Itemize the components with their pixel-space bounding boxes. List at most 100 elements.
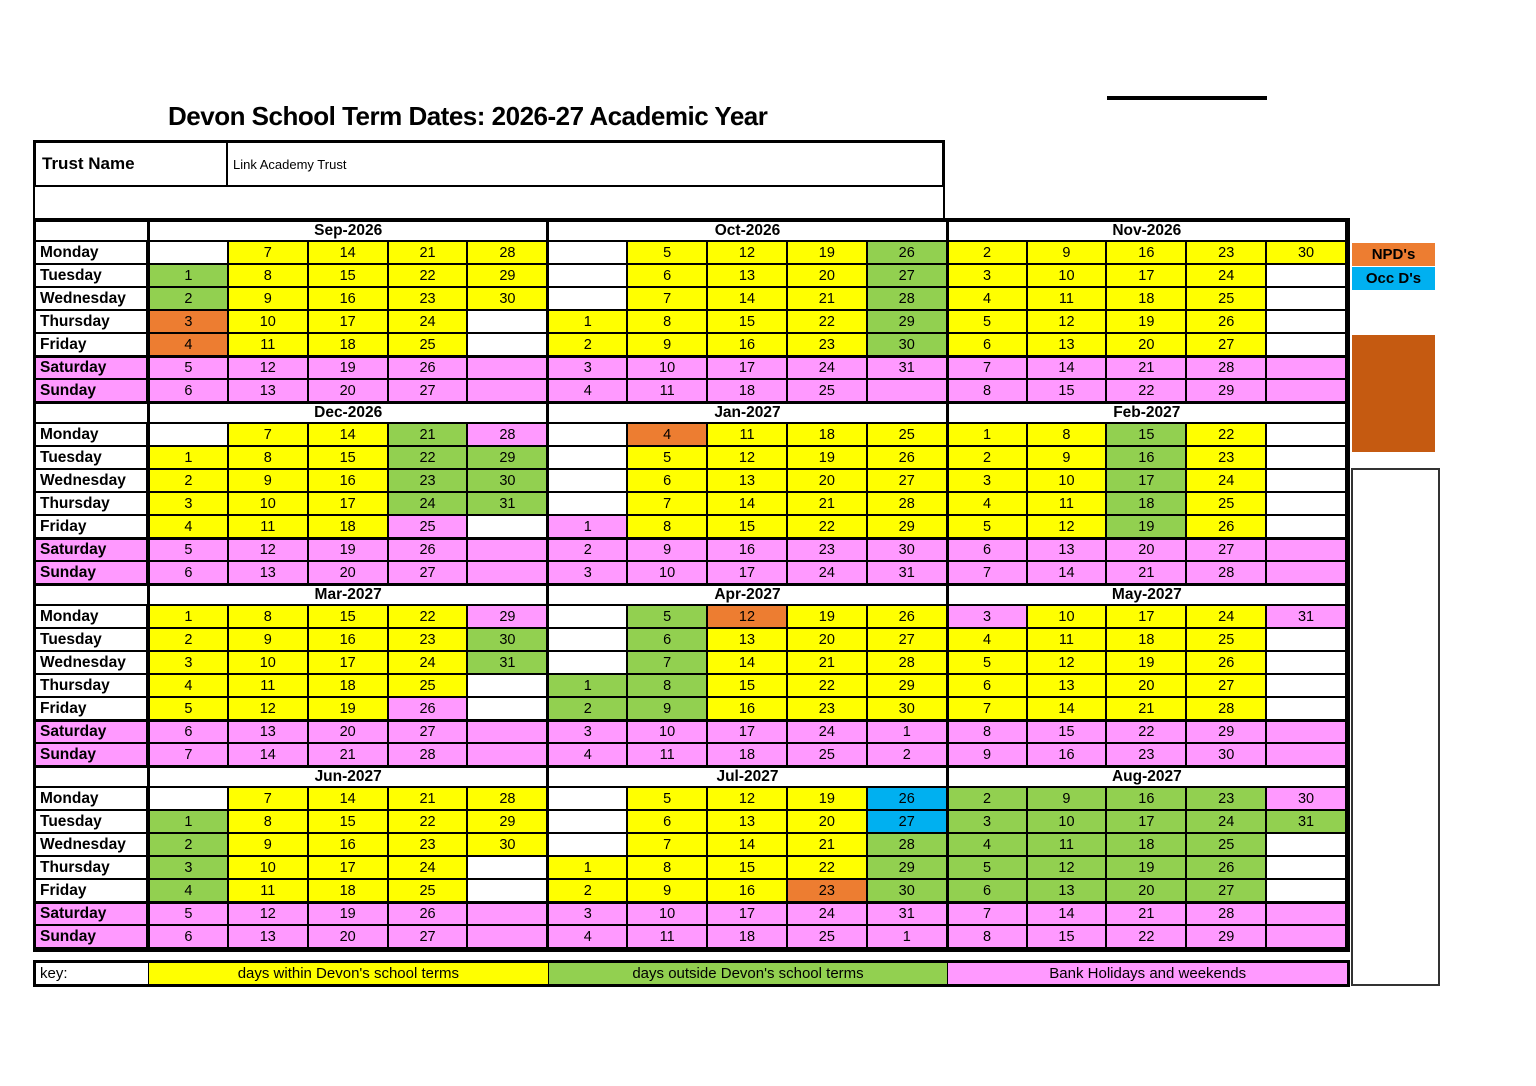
date-cell[interactable]: 12 xyxy=(228,903,309,926)
date-cell[interactable]: 24 xyxy=(787,903,868,926)
date-cell[interactable]: 5 xyxy=(947,857,1028,880)
date-cell[interactable] xyxy=(1267,675,1347,698)
date-cell[interactable]: 28 xyxy=(388,744,469,767)
date-cell[interactable]: 10 xyxy=(1027,265,1108,288)
date-cell[interactable]: 6 xyxy=(628,265,709,288)
date-cell[interactable]: 24 xyxy=(787,357,868,380)
date-cell[interactable]: 18 xyxy=(1107,288,1188,311)
date-cell[interactable]: 25 xyxy=(388,334,469,357)
date-cell[interactable]: 20 xyxy=(1107,880,1188,903)
date-cell[interactable] xyxy=(468,334,549,357)
date-cell[interactable]: 13 xyxy=(1027,539,1108,562)
date-cell[interactable] xyxy=(548,788,629,811)
date-cell[interactable]: 29 xyxy=(1187,926,1268,949)
date-cell[interactable]: 24 xyxy=(388,493,469,516)
date-cell[interactable]: 23 xyxy=(388,470,469,493)
date-cell[interactable]: 21 xyxy=(787,834,868,857)
date-cell[interactable]: 4 xyxy=(947,288,1028,311)
date-cell[interactable]: 5 xyxy=(149,698,229,721)
date-cell[interactable]: 26 xyxy=(1187,857,1268,880)
date-cell[interactable]: 12 xyxy=(708,447,788,470)
date-cell[interactable]: 1 xyxy=(149,447,229,470)
date-cell[interactable]: 4 xyxy=(149,675,229,698)
date-cell[interactable]: 28 xyxy=(867,834,948,857)
date-cell[interactable]: 14 xyxy=(1027,698,1108,721)
date-cell[interactable]: 31 xyxy=(468,652,549,675)
date-cell[interactable]: 22 xyxy=(388,606,469,629)
date-cell[interactable]: 25 xyxy=(388,516,469,539)
date-cell[interactable]: 13 xyxy=(708,470,788,493)
date-cell[interactable]: 13 xyxy=(228,380,309,403)
date-cell[interactable]: 6 xyxy=(149,721,229,744)
date-cell[interactable]: 8 xyxy=(628,311,709,334)
date-cell[interactable]: 21 xyxy=(787,288,868,311)
date-cell[interactable]: 23 xyxy=(388,288,469,311)
date-cell[interactable]: 6 xyxy=(628,629,709,652)
date-cell[interactable]: 20 xyxy=(787,811,868,834)
date-cell[interactable]: 20 xyxy=(308,721,389,744)
date-cell[interactable]: 22 xyxy=(787,675,868,698)
date-cell[interactable]: 31 xyxy=(1267,606,1347,629)
date-cell[interactable]: 24 xyxy=(787,721,868,744)
date-cell[interactable]: 30 xyxy=(867,334,948,357)
date-cell[interactable]: 10 xyxy=(228,311,309,334)
date-cell[interactable]: 21 xyxy=(787,652,868,675)
date-cell[interactable]: 15 xyxy=(1027,926,1108,949)
date-cell[interactable]: 15 xyxy=(708,311,788,334)
date-cell[interactable]: 21 xyxy=(1107,357,1188,380)
date-cell[interactable]: 26 xyxy=(388,903,469,926)
date-cell[interactable]: 2 xyxy=(548,334,629,357)
date-cell[interactable]: 30 xyxy=(1267,788,1347,811)
date-cell[interactable]: 26 xyxy=(388,698,469,721)
date-cell[interactable]: 19 xyxy=(308,357,389,380)
date-cell[interactable]: 15 xyxy=(308,606,389,629)
date-cell[interactable]: 18 xyxy=(787,424,868,447)
date-cell[interactable]: 11 xyxy=(628,744,709,767)
date-cell[interactable]: 7 xyxy=(228,424,309,447)
date-cell[interactable]: 23 xyxy=(1107,744,1188,767)
date-cell[interactable]: 7 xyxy=(947,562,1028,585)
date-cell[interactable]: 5 xyxy=(628,788,709,811)
date-cell[interactable]: 17 xyxy=(308,311,389,334)
date-cell[interactable]: 11 xyxy=(628,926,709,949)
date-cell[interactable]: 21 xyxy=(1107,903,1188,926)
date-cell[interactable]: 7 xyxy=(228,788,309,811)
date-cell[interactable] xyxy=(149,788,229,811)
date-cell[interactable]: 12 xyxy=(708,788,788,811)
date-cell[interactable]: 5 xyxy=(947,311,1028,334)
date-cell[interactable]: 3 xyxy=(548,721,629,744)
date-cell[interactable]: 7 xyxy=(628,288,709,311)
date-cell[interactable]: 17 xyxy=(1107,470,1188,493)
date-cell[interactable]: 16 xyxy=(308,288,389,311)
date-cell[interactable]: 7 xyxy=(947,698,1028,721)
date-cell[interactable] xyxy=(548,652,629,675)
date-cell[interactable]: 16 xyxy=(1107,788,1188,811)
date-cell[interactable]: 26 xyxy=(388,539,469,562)
date-cell[interactable]: 11 xyxy=(1027,288,1108,311)
date-cell[interactable]: 9 xyxy=(228,834,309,857)
trust-name-value[interactable]: Link Academy Trust xyxy=(233,156,347,172)
date-cell[interactable] xyxy=(468,357,549,380)
date-cell[interactable]: 9 xyxy=(1027,242,1108,265)
date-cell[interactable]: 11 xyxy=(228,880,309,903)
date-cell[interactable]: 1 xyxy=(149,811,229,834)
date-cell[interactable]: 16 xyxy=(1107,242,1188,265)
date-cell[interactable]: 20 xyxy=(1107,539,1188,562)
date-cell[interactable]: 25 xyxy=(1187,288,1268,311)
date-cell[interactable] xyxy=(1267,652,1347,675)
date-cell[interactable]: 25 xyxy=(787,926,868,949)
date-cell[interactable]: 24 xyxy=(1187,265,1268,288)
date-cell[interactable]: 6 xyxy=(947,334,1028,357)
date-cell[interactable]: 23 xyxy=(1187,788,1268,811)
date-cell[interactable]: 9 xyxy=(628,880,709,903)
date-cell[interactable]: 31 xyxy=(1267,811,1347,834)
date-cell[interactable]: 21 xyxy=(1107,562,1188,585)
date-cell[interactable]: 27 xyxy=(1187,675,1268,698)
date-cell[interactable]: 3 xyxy=(947,811,1028,834)
date-cell[interactable] xyxy=(548,265,629,288)
date-cell[interactable]: 20 xyxy=(308,926,389,949)
date-cell[interactable]: 12 xyxy=(1027,311,1108,334)
date-cell[interactable]: 15 xyxy=(308,265,389,288)
date-cell[interactable]: 12 xyxy=(708,606,788,629)
date-cell[interactable]: 4 xyxy=(947,493,1028,516)
